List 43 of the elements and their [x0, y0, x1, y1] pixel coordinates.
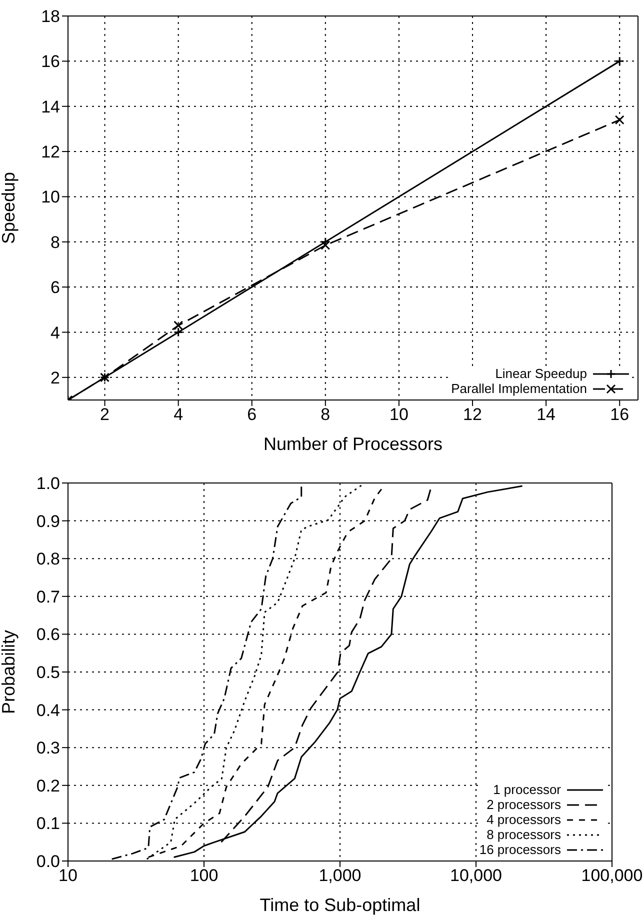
y-tick-label: 1.0: [36, 474, 60, 494]
y-tick-label: 12: [41, 142, 60, 162]
x-tick-label: 100: [190, 866, 218, 886]
y-tick-label: 0.6: [36, 625, 60, 644]
y-tick-label: 0.2: [36, 776, 60, 796]
y-tick-label: 0.5: [36, 663, 60, 682]
x-tick-label: 10,000: [450, 866, 502, 886]
x-tick-label: 10: [390, 405, 408, 424]
legend-label: 16 processors: [479, 842, 561, 857]
legend-label: Linear Speedup: [495, 366, 587, 381]
x-tick-label: 6: [247, 405, 257, 424]
y-tick-label: 14: [41, 97, 60, 116]
y-tick-label: 0.4: [36, 700, 60, 720]
x-tick-label: 16: [610, 405, 630, 424]
x-tick-label: 8: [320, 405, 330, 424]
x-tick-label: 12: [463, 405, 482, 424]
y-tick-label: 16: [41, 52, 60, 72]
y-tick-label: 10: [41, 188, 60, 207]
x-tick-label: 14: [536, 405, 556, 424]
y-tick-label: 0.8: [36, 550, 60, 569]
y-tick-label: 8: [50, 232, 60, 252]
x-axis-title: Number of Processors: [263, 434, 443, 454]
legend-label: 8 processors: [486, 827, 561, 842]
legend-label: 4 processors: [486, 812, 561, 827]
x-tick-label: 100,000: [581, 866, 643, 886]
y-tick-label: 0.7: [36, 587, 60, 606]
y-tick-label: 18: [41, 7, 60, 26]
legend-label: 2 processors: [486, 797, 561, 812]
y-tick-label: 6: [50, 278, 60, 298]
y-tick-label: 4: [50, 323, 60, 342]
x-tick-label: 2: [100, 405, 110, 424]
x-tick-label: 4: [174, 405, 184, 424]
y-tick-label: 0.9: [36, 512, 60, 531]
y-axis-title: Probability: [0, 630, 18, 714]
legend-label: Parallel Implementation: [451, 381, 587, 396]
x-tick-label: 1,000: [318, 866, 362, 886]
x-axis-title: Time to Sub-optimal: [260, 895, 420, 915]
y-axis-title: Speedup: [0, 172, 18, 244]
y-tick-label: 2: [50, 368, 60, 388]
y-tick-label: 0.3: [36, 738, 60, 758]
y-tick-label: 0.0: [36, 852, 60, 872]
y-tick-label: 0.1: [36, 814, 60, 834]
legend-label: 1 processor: [493, 782, 561, 797]
